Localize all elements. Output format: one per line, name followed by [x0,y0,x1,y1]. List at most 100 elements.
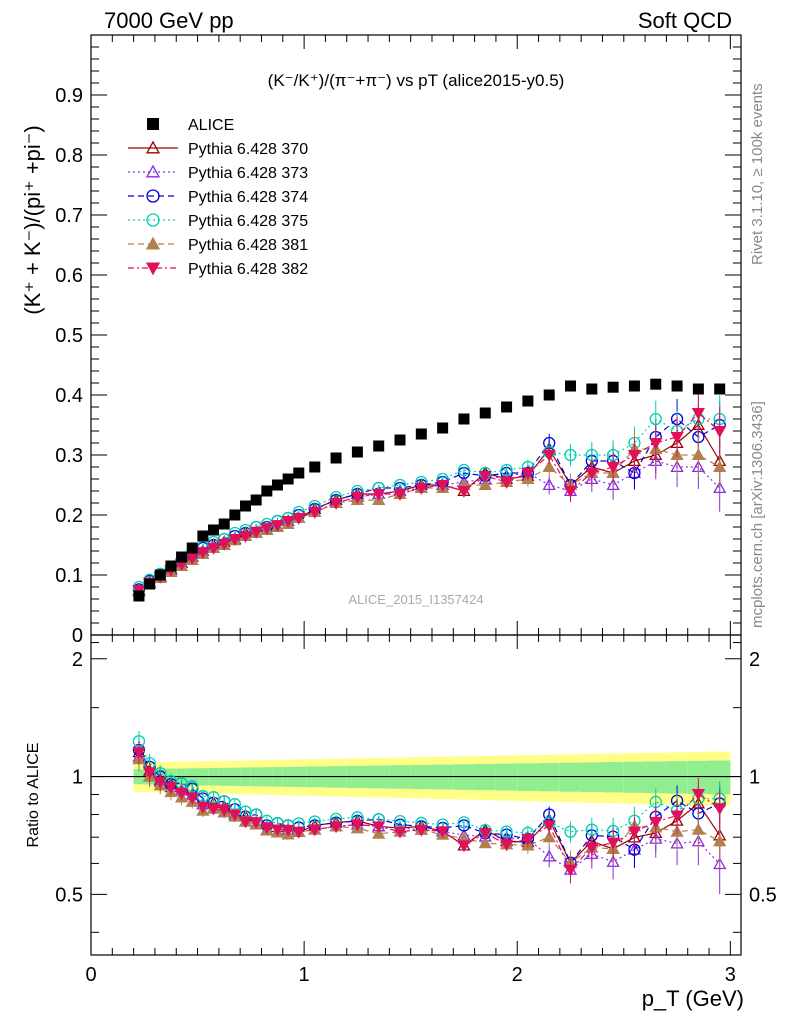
y-tick-label: 0 [72,625,83,647]
y-tick-label: 0.9 [55,85,83,107]
alice-data-point [394,434,406,446]
alice-data-point [330,452,342,464]
data-point [238,530,253,543]
alice-data-point [186,542,198,554]
data-point [713,460,727,473]
data-point [478,478,492,491]
data-point [478,470,492,483]
legend-label-alice: ALICE [188,117,234,134]
ratio-point [372,821,386,834]
legend-marker-alice [147,118,159,130]
series-group [132,391,727,597]
data-point [627,449,642,462]
y-tick-label: 0.8 [55,145,83,167]
alice-data-point [586,383,598,395]
uncertainty-band-inner [581,762,603,793]
ratio-tick-label-left: 0.5 [55,884,83,906]
legend-marker [145,140,161,154]
series-group [132,398,726,596]
data-point [260,523,274,536]
legend-label: Pythia 6.428 373 [188,165,308,182]
data-point [542,460,556,473]
y-axis-label: (K⁺ + K⁻)/(pi⁺ +pi⁻) [20,125,45,315]
ratio-point [563,864,578,877]
legend-marker [145,164,161,178]
ratio-point [457,840,471,853]
uncertainty-band-inner [687,760,710,794]
ratio-point [281,824,295,837]
ratio-series-group [132,741,727,884]
ratio-point [542,830,556,843]
alice-data-point [650,378,662,390]
data-point [457,485,471,498]
data-point [350,491,364,504]
alice-data-point [628,380,640,392]
main-series-layer [132,378,727,602]
data-point [281,515,295,528]
data-point [457,463,471,477]
uncertainty-band-inner [602,762,624,793]
plot-title: (K⁻/K⁺)/(π⁻+π⁻) vs pT (alice2015-y0.5) [268,71,565,90]
ratio-point [500,825,513,838]
ratio-series-line [138,741,720,834]
data-point [270,520,285,533]
alice-data-point [176,551,188,563]
ratio-point [627,826,642,839]
uncertainty-band-inner [666,761,688,794]
data-point [521,467,535,480]
data-point [606,478,620,491]
alice-data-point [479,407,491,419]
ratio-point [393,826,407,839]
series-group [132,403,727,596]
ratio-point [606,837,620,850]
y-tick-label: 0.3 [55,445,83,467]
ratio-series-line [138,749,720,864]
alice-data-point [351,446,363,458]
ratio-point [329,821,343,834]
alice-data-point [282,473,294,485]
alice-data-point [437,422,449,434]
alice-data-point [271,479,283,491]
data-point [499,476,514,489]
ratio-point [713,857,727,870]
alice-data-point [154,569,166,581]
uncertainty-band-inner [709,760,731,795]
ratio-point [478,828,492,841]
alice-data-point [543,389,555,401]
ratio-series-layer [132,730,727,894]
ratio-tick-label-right: 1 [749,767,760,789]
x-tick-label: 3 [725,964,736,986]
legend-marker [146,213,160,227]
ratio-point [308,824,322,837]
ratio-point [260,822,274,835]
ratio-point [174,787,189,800]
alice-data-point [293,467,305,479]
legend: ALICE Pythia 6.428 370 Pythia 6.428 373 Pyt… [128,117,308,278]
ratio-point [713,803,727,816]
data-point [563,485,578,498]
legend-label: Pythia 6.428 381 [188,237,308,254]
data-point [206,542,221,555]
ratio-point [185,792,199,805]
ratio-tick-label-left: 1 [72,767,83,789]
ratio-point [196,801,210,814]
ratio-point [521,834,535,846]
ratio-tick-label-right: 0.5 [749,884,777,906]
ratio-axis-label: Ratio to ALICE [25,743,42,848]
alice-series [133,378,726,602]
ratio-point [249,817,263,830]
ratio-point [606,855,620,867]
ratio-point [585,842,599,855]
data-point [606,461,620,474]
alice-data-point [133,590,145,602]
alice-data-point [373,440,385,452]
data-point [308,506,322,519]
data-point [196,547,210,560]
x-tick-label: 2 [512,964,523,986]
ratio-point [457,816,471,829]
ratio-point [350,819,364,832]
analysis-label: ALICE_2015_I1357424 [348,592,483,607]
y-tick-label: 0.2 [55,505,83,527]
ratio-point [542,849,556,862]
